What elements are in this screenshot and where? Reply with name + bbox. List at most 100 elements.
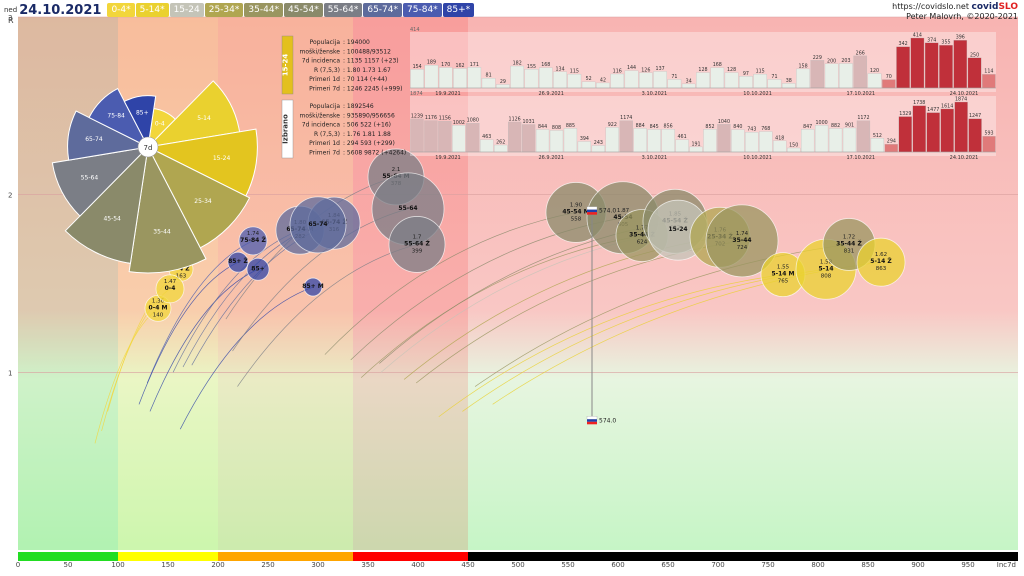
x-tick-label-100: 100 [111, 561, 124, 569]
age-group-chips: 0-4* 5-14* 15-24 25-34* 35-44* 45-54* 55-64* 65… [107, 3, 475, 17]
pie-label-8: 75-84 [107, 113, 125, 120]
incidence-band-3 [353, 552, 468, 561]
age-chip-7[interactable]: 65-74* [363, 3, 403, 17]
panel-bar-label-0-39: 250 [970, 52, 979, 58]
panel-date-0-5: 24.10.2021 [950, 91, 979, 97]
site-url[interactable]: https://covidslo.net [892, 2, 969, 11]
panel-bar-label-1-6: 262 [496, 140, 505, 146]
panel-bar-0-10 [553, 71, 567, 89]
panel-bar-label-0-5: 81 [486, 73, 492, 79]
panel-bar-1-17 [647, 129, 661, 153]
flag-white-1 [586, 416, 598, 420]
panel-bar-label-0-2: 170 [441, 62, 450, 68]
bubble-r-0: 1.36 [152, 298, 165, 304]
panel-bar-label-0-10: 134 [555, 66, 564, 72]
y-tick-label-1: 1 [8, 369, 12, 377]
panel-stat-val-1-3: : 1.76 1.81 1.88 [343, 131, 391, 138]
panel-bar-1-9 [535, 129, 550, 153]
x-tick-label-150: 150 [161, 561, 174, 569]
panel-date-1-0: 19.9.2021 [435, 155, 460, 161]
bubble-label-9: 65-74 [308, 221, 327, 228]
panel-bar-0-36 [924, 42, 939, 89]
bubble-label-13: 45-54 M [562, 208, 589, 215]
panel-bar-1-12 [577, 141, 592, 153]
panel-bar-label-1-1: 1176 [425, 115, 437, 121]
panel-bar-label-1-8: 1031 [522, 119, 534, 125]
bubble-label-12: 55-64 Ž [404, 239, 430, 247]
age-chip-3[interactable]: 25-34* [204, 3, 244, 17]
panel-bar-label-0-4: 171 [470, 62, 479, 68]
age-chip-6[interactable]: 55-64* [323, 3, 363, 17]
pie-label-4: 35-44 [153, 229, 171, 236]
y-axis-label: R [8, 16, 14, 25]
bubble-label-3: 75-84 Ž [240, 236, 266, 244]
panel-date-1-1: 26.9.2021 [538, 155, 563, 161]
incidence-band-1 [118, 552, 218, 561]
incidence-band-4 [468, 552, 1018, 561]
age-chip-8[interactable]: 75-84* [403, 3, 442, 17]
bubble-label-11: 55-64 [398, 205, 417, 212]
age-chip-9[interactable]: 85+* [442, 3, 475, 17]
panel-bar-label-1-35: 1329 [899, 111, 911, 117]
pie-slice-3 [146, 145, 251, 249]
panel-bar-1-32 [856, 120, 871, 153]
bubble-inc-22: 831 [844, 248, 855, 254]
panel-bar-label-0-17: 137 [656, 66, 665, 72]
pie-label-1: 5-14 [197, 115, 211, 122]
age-chip-1[interactable]: 5-14* [135, 3, 169, 17]
panel-bar-1-35 [898, 116, 912, 153]
panel-bar-1-40 [968, 118, 982, 153]
pie-slice-9 [123, 95, 157, 149]
panel-bar-1-1 [424, 120, 438, 153]
panel-stat-val-0-5: : 1246 2245 (+999) [343, 86, 402, 93]
age-chip-2[interactable]: 15-24 [169, 3, 204, 17]
bubble-r-15: 1.77 [636, 226, 649, 232]
x-tick-label-250: 250 [261, 561, 274, 569]
flag-white-0 [586, 206, 598, 210]
panel-bar-label-0-31: 266 [856, 50, 865, 56]
panel-stat-val-1-1: : 935890/956656 [343, 112, 395, 119]
flag-red-0 [587, 212, 597, 215]
panel-bar-label-0-8: 155 [527, 64, 536, 70]
panel-bar-1-20 [689, 146, 703, 153]
panel-tag-0: 15-24 [282, 54, 290, 77]
panel-stat-key-1-5: Primeri 7d [309, 150, 340, 157]
panel-bar-1-41 [982, 136, 996, 153]
panel-date-0-0: 19.9.2021 [435, 91, 460, 97]
panel-bar-0-6 [496, 84, 510, 89]
panel-bar-label-1-26: 418 [775, 135, 784, 141]
slovenia-value-0: 574.0 [599, 208, 616, 215]
pie-slice-8 [88, 87, 150, 149]
panel-bar-label-0-24: 115 [756, 69, 765, 75]
x-tick-label-500: 500 [511, 561, 524, 569]
panel-bar-1-11 [563, 128, 578, 153]
panel-bar-0-16 [639, 72, 653, 89]
bubble-label-0: 0-4 M [149, 304, 168, 311]
panel-bar-label-1-9: 844 [538, 124, 547, 130]
panel-bar-label-1-31: 901 [845, 122, 854, 128]
x-tick-label-800: 800 [811, 561, 824, 569]
panel-bar-label-1-2: 1156 [439, 116, 451, 122]
x-tick-label-350: 350 [361, 561, 374, 569]
bubble-label-15: 35-44 Ž [629, 231, 655, 239]
age-chip-0[interactable]: 0-4* [107, 3, 135, 17]
credit-block: https://covidslo.net covidSLO Peter Malo… [892, 2, 1018, 22]
panel-bar-label-0-26: 38 [786, 78, 792, 84]
age-chip-5[interactable]: 45-54* [284, 3, 323, 17]
y-tick-label-2: 2 [8, 192, 12, 200]
panel-bar-1-31 [842, 127, 857, 153]
panel-bar-label-1-34: 294 [887, 139, 896, 145]
panel-bar-label-0-28: 229 [813, 55, 822, 61]
panel-bar-0-8 [524, 69, 539, 89]
panel-bar-label-1-37: 1477 [927, 107, 939, 113]
panel-stat-val-1-2: : 506 522 (+16) [343, 122, 391, 129]
panel-bar-label-0-16: 126 [641, 67, 650, 73]
bubble-2 [155, 274, 185, 304]
panel-stat-key-1-3: R (7,5,3) [314, 131, 340, 138]
age-chip-4[interactable]: 35-44* [244, 3, 284, 17]
bubble-label-21: 5-14 [818, 265, 833, 272]
panel-bar-0-28 [810, 60, 825, 89]
panel-bar-1-14 [605, 127, 619, 153]
panel-bar-1-18 [661, 129, 675, 153]
